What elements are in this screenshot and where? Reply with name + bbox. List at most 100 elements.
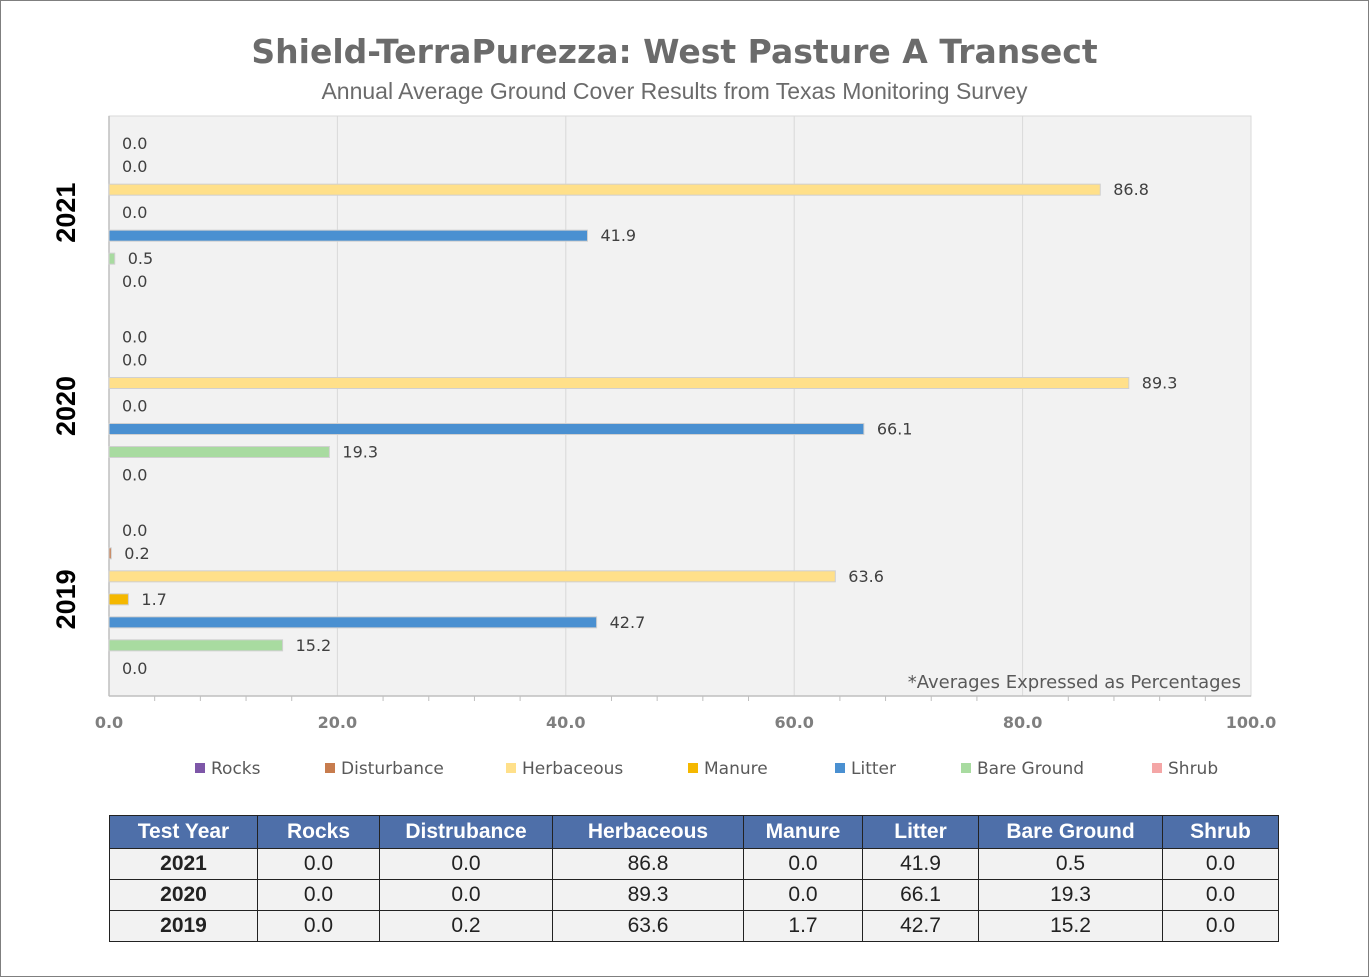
table-cell: 0.5 <box>978 848 1163 880</box>
table-header-cell: Manure <box>743 815 863 849</box>
data-table: Test Year Rocks Distrubance Herbaceous Manur… <box>109 815 1279 942</box>
bar-litter <box>108 616 598 629</box>
bar-bare-ground <box>108 639 284 652</box>
table-cell: 89.3 <box>552 879 744 911</box>
table-cell: 0.0 <box>743 879 863 911</box>
data-label: 0.0 <box>122 134 147 153</box>
table-row: 2019 0.0 0.2 63.6 1.7 42.7 15.2 0.0 <box>109 910 1279 942</box>
table-header-cell: Rocks <box>257 815 380 849</box>
data-label: 41.9 <box>600 226 636 245</box>
data-label: 0.5 <box>128 249 153 268</box>
bar-litter <box>108 229 588 242</box>
legend-item-manure: Manure <box>688 759 768 779</box>
data-label: 0.0 <box>122 351 147 370</box>
bar-bare-ground <box>108 252 116 265</box>
legend-label: Litter <box>851 759 896 779</box>
data-label: 66.1 <box>877 420 913 439</box>
table-cell: 42.7 <box>862 910 979 942</box>
legend-swatch <box>506 763 516 773</box>
bar-disturbance <box>108 547 112 560</box>
legend-swatch <box>1152 763 1162 773</box>
legend-item-disturbance: Disturbance <box>325 759 444 779</box>
legend-item-shrub: Shrub <box>1152 759 1218 779</box>
table-header-cell: Herbaceous <box>552 815 744 849</box>
table-cell: 0.0 <box>1162 848 1279 880</box>
data-label: 1.7 <box>141 590 166 609</box>
y-category-label: 2019 <box>51 569 81 629</box>
data-label: 0.0 <box>122 157 147 176</box>
chart-subtitle: Annual Average Ground Cover Results from… <box>321 78 1028 104</box>
table-cell: 41.9 <box>862 848 979 880</box>
table-header-cell: Test Year <box>109 815 258 849</box>
data-label: 0.0 <box>122 521 147 540</box>
table-cell: 66.1 <box>862 879 979 911</box>
legend-swatch <box>195 763 205 773</box>
y-category-label: 2021 <box>51 183 81 243</box>
legend-label: Shrub <box>1168 759 1219 779</box>
bar-bare-ground <box>108 446 330 458</box>
table-cell: 63.6 <box>552 910 744 942</box>
legend-item-litter: Litter <box>835 759 896 779</box>
data-label: 0.0 <box>122 659 147 678</box>
table-cell: 0.0 <box>379 848 553 880</box>
x-tick-label: 40.0 <box>546 713 585 732</box>
data-label: 0.0 <box>122 203 147 222</box>
legend-label: Disturbance <box>341 759 444 779</box>
legend-swatch <box>688 763 698 773</box>
y-category-label: 2020 <box>51 376 81 436</box>
legend-item-rocks: Rocks <box>195 759 261 779</box>
chart-title: Shield-TerraPurezza: West Pasture A Tran… <box>251 32 1098 71</box>
table-row: 2020 0.0 0.0 89.3 0.0 66.1 19.3 0.0 <box>109 879 1279 911</box>
bar-herbaceous <box>108 377 1130 389</box>
data-label: 42.7 <box>610 613 646 632</box>
chart-annotation: *Averages Expressed as Percentages <box>908 672 1241 693</box>
data-label: 0.0 <box>122 272 147 291</box>
data-label: 63.6 <box>848 567 884 586</box>
legend-label: Rocks <box>211 759 261 779</box>
table-cell: 0.0 <box>257 910 380 942</box>
legend-swatch <box>835 763 845 773</box>
table-header-row: Test Year Rocks Distrubance Herbaceous Manur… <box>109 815 1279 849</box>
table-cell: 0.0 <box>257 879 380 911</box>
data-label: 0.0 <box>122 328 147 347</box>
table-cell: 0.0 <box>1162 910 1279 942</box>
table-cell: 1.7 <box>743 910 863 942</box>
table-header-cell: Distrubance <box>379 815 553 849</box>
table-cell: 0.0 <box>743 848 863 880</box>
data-label: 0.0 <box>122 466 147 485</box>
legend-swatch <box>325 763 335 773</box>
table-header-cell: Litter <box>862 815 979 849</box>
table-year-cell: 2021 <box>109 848 258 880</box>
plot-area <box>108 115 1252 697</box>
table-cell: 0.2 <box>379 910 553 942</box>
bar-litter <box>108 423 865 435</box>
table-header-cell: Bare Ground <box>978 815 1163 849</box>
data-label: 15.2 <box>296 636 332 655</box>
table-year-cell: 2020 <box>109 879 258 911</box>
data-label: 0.0 <box>122 397 147 416</box>
x-tick-label: 60.0 <box>774 713 813 732</box>
table-cell: 0.0 <box>257 848 380 880</box>
bar-herbaceous <box>108 570 836 583</box>
data-label: 0.2 <box>124 544 149 563</box>
legend-swatch <box>961 763 971 773</box>
table-cell: 0.0 <box>379 879 553 911</box>
table-year-cell: 2019 <box>109 910 258 942</box>
data-label: 19.3 <box>342 443 378 462</box>
legend-item-herbaceous: Herbaceous <box>506 759 623 779</box>
table-cell: 86.8 <box>552 848 744 880</box>
table-cell: 15.2 <box>978 910 1163 942</box>
legend-item-bare-ground: Bare Ground <box>961 759 1084 779</box>
table-cell: 0.0 <box>1162 879 1279 911</box>
table-cell: 19.3 <box>978 879 1163 911</box>
legend-label: Herbaceous <box>522 759 624 779</box>
legend-label: Bare Ground <box>977 759 1085 779</box>
legend-label: Manure <box>704 759 768 779</box>
table-header-cell: Shrub <box>1162 815 1279 849</box>
bar-herbaceous <box>108 183 1101 196</box>
table-row: 2021 0.0 0.0 86.8 0.0 41.9 0.5 0.0 <box>109 848 1279 880</box>
bar-chart: 0.0 20.0 40.0 60.0 80.0 100.0 2021 0.0 0.0 86.8 0.… <box>51 115 1277 732</box>
x-tick-label: 80.0 <box>1003 713 1042 732</box>
x-tick-label: 20.0 <box>318 713 357 732</box>
x-tick-label: 100.0 <box>1226 713 1277 732</box>
